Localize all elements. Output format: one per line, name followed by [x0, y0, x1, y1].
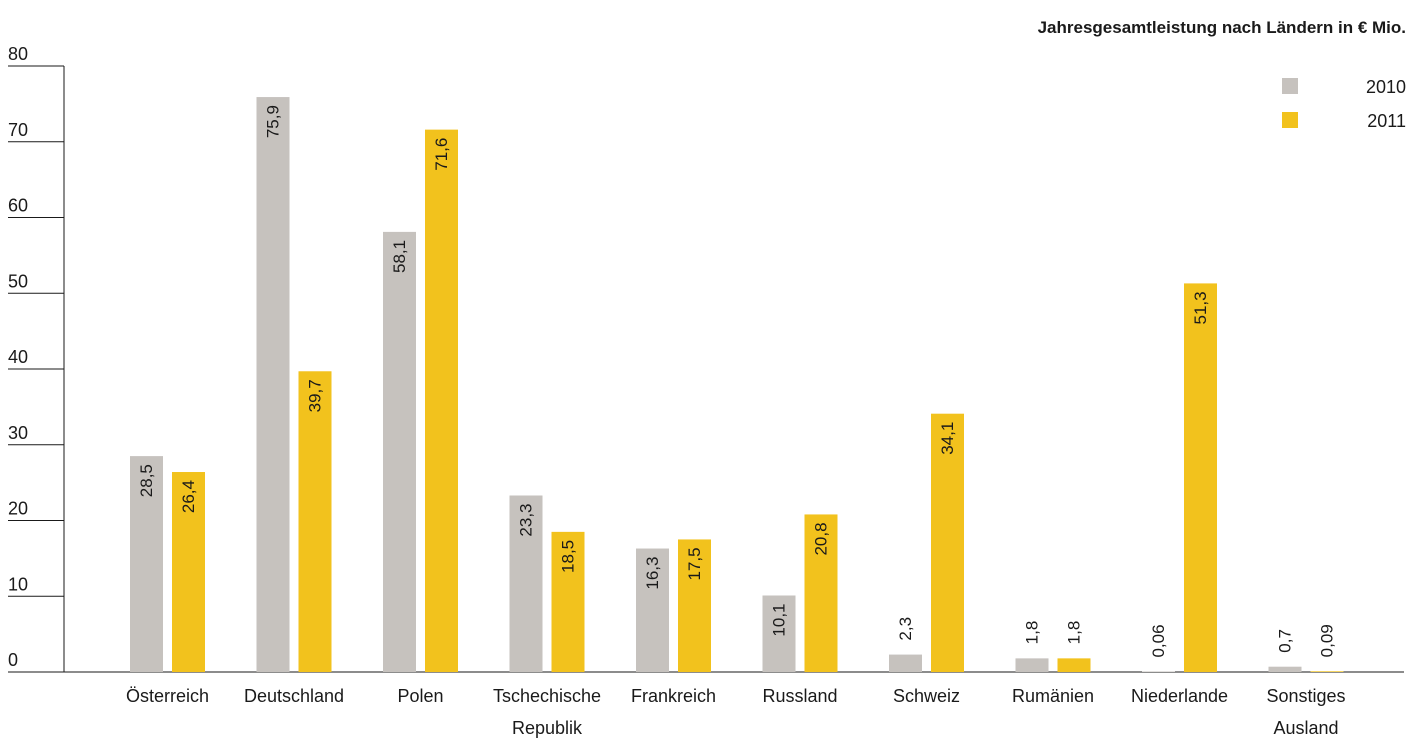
y-tick-label: 20 [8, 499, 28, 519]
x-category-label: Österreich [126, 686, 209, 706]
bar-2011 [172, 472, 205, 672]
x-category-label: Niederlande [1131, 686, 1228, 706]
bar-2010 [1142, 671, 1175, 672]
bar-value-label: 0,06 [1149, 624, 1168, 657]
x-category-label: Sonstiges [1266, 686, 1345, 706]
bar-2010 [636, 548, 669, 672]
bar-value-label: 20,8 [812, 522, 831, 555]
bar-2010 [762, 595, 796, 672]
x-category-label: Tschechische [493, 686, 601, 706]
y-tick-label: 70 [8, 120, 28, 140]
bar-value-label: 75,9 [264, 105, 283, 138]
bar-value-label: 1,8 [1023, 621, 1042, 645]
bar-2011 [298, 371, 332, 672]
chart-title: Jahresgesamtleistung nach Ländern in € M… [1037, 18, 1406, 37]
bar-value-label: 26,4 [179, 480, 198, 513]
bar-value-label: 51,3 [1191, 291, 1210, 324]
bar-value-label: 10,1 [770, 603, 789, 636]
y-tick-label: 60 [8, 196, 28, 216]
bar-2011 [1184, 283, 1217, 672]
bar-2011 [678, 539, 711, 672]
bar-value-label: 2,3 [896, 617, 915, 641]
bar-2011 [1310, 671, 1344, 672]
x-category-label: Republik [512, 718, 583, 738]
y-tick-label: 40 [8, 347, 28, 367]
bar-value-label: 28,5 [137, 464, 156, 497]
x-category-label: Russland [762, 686, 837, 706]
bar-2010 [1015, 658, 1049, 672]
legend-swatch-2011 [1282, 112, 1298, 128]
legend-label: 2010 [1366, 77, 1406, 97]
bar-2010 [383, 231, 416, 672]
bar-value-label: 23,3 [517, 504, 536, 537]
bar-2010 [889, 654, 922, 672]
bar-value-label: 58,1 [390, 240, 409, 273]
bar-value-label: 1,8 [1065, 621, 1084, 645]
x-category-label: Frankreich [631, 686, 716, 706]
bar-2011 [551, 531, 585, 672]
bar-value-label: 39,7 [306, 379, 325, 412]
y-tick-label: 30 [8, 423, 28, 443]
x-category-label: Deutschland [244, 686, 344, 706]
bar-value-label: 71,6 [432, 138, 451, 171]
y-tick-label: 0 [8, 650, 18, 670]
y-tick-label: 10 [8, 574, 28, 594]
y-tick-label: 80 [8, 44, 28, 64]
bar-value-label: 17,5 [685, 547, 704, 580]
x-category-label: Schweiz [893, 686, 960, 706]
x-category-label: Polen [397, 686, 443, 706]
y-tick-label: 50 [8, 271, 28, 291]
x-category-label: Rumänien [1012, 686, 1094, 706]
bar-2010 [1268, 666, 1302, 672]
bar-2011 [931, 413, 964, 672]
legend-label: 2011 [1367, 111, 1406, 131]
bar-2011 [1057, 658, 1091, 672]
bar-2010 [130, 456, 163, 672]
bar-2010 [256, 97, 290, 673]
bar-value-label: 34,1 [938, 422, 957, 455]
bar-value-label: 0,7 [1276, 629, 1295, 653]
x-category-label: Ausland [1273, 718, 1338, 738]
bar-value-label: 18,5 [559, 540, 578, 573]
bar-value-label: 16,3 [643, 557, 662, 590]
legend-swatch-2010 [1282, 78, 1298, 94]
bar-2011 [804, 514, 838, 672]
bar-2011 [425, 129, 458, 672]
bar-2010 [509, 495, 543, 672]
bar-value-label: 0,09 [1318, 624, 1337, 657]
